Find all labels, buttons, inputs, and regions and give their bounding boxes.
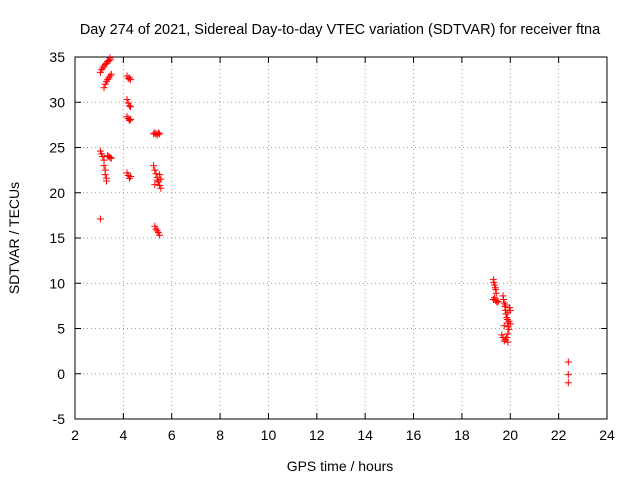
data-point (127, 115, 135, 123)
data-point (151, 166, 159, 174)
y-tick-label: 30 (49, 94, 65, 110)
data-point (153, 176, 161, 184)
data-point (156, 231, 164, 239)
x-axis-label: GPS time / hours (287, 458, 394, 474)
y-tick-label: 25 (49, 140, 65, 156)
data-point (123, 96, 131, 104)
data-point (101, 171, 109, 179)
x-tick-label: 8 (216, 427, 224, 443)
data-point (156, 130, 164, 138)
data-point (107, 154, 115, 162)
data-point (564, 371, 572, 379)
data-point (564, 358, 572, 366)
data-point (492, 289, 500, 297)
data-point (500, 299, 508, 307)
data-point (494, 297, 502, 305)
data-point (125, 174, 133, 182)
y-tick-label: 5 (57, 321, 65, 337)
y-tick-label: 15 (49, 230, 65, 246)
chart-title: Day 274 of 2021, Sidereal Day-to-day VTE… (80, 22, 601, 38)
y-tick-labels: -5 0 5 10 15 20 25 30 35 (49, 49, 65, 427)
data-point (506, 320, 514, 328)
data-point (106, 56, 114, 64)
y-axis-label: SDTVAR / TECUs (6, 182, 22, 294)
x-tick-label: 12 (309, 427, 325, 443)
data-point (98, 66, 106, 74)
data-point (157, 184, 165, 192)
data-point (500, 337, 508, 345)
data-point (498, 331, 506, 339)
x-tick-label: 2 (71, 427, 79, 443)
data-point (106, 153, 114, 161)
x-tick-label: 4 (119, 427, 127, 443)
data-point (123, 113, 131, 121)
data-point (156, 171, 164, 179)
data-point (125, 102, 133, 110)
data-point (106, 72, 114, 80)
x-tick-label: 22 (551, 427, 567, 443)
y-tick-label: 20 (49, 185, 65, 201)
x-tick-label: 18 (454, 427, 470, 443)
x-tick-labels: 2 4 6 8 10 12 14 16 18 20 22 24 (71, 427, 615, 443)
y-tick-label: 35 (49, 49, 65, 65)
data-point (102, 177, 110, 185)
data-point (99, 64, 107, 72)
data-point (152, 225, 160, 233)
data-point (505, 325, 513, 333)
data-point (157, 175, 165, 183)
x-tick-label: 6 (168, 427, 176, 443)
data-point (127, 172, 135, 180)
data-point (105, 74, 113, 82)
data-point (104, 76, 112, 84)
data-point (153, 227, 161, 235)
data-point (99, 153, 107, 161)
data-point (125, 116, 133, 124)
data-point (154, 129, 162, 137)
x-tick-label: 24 (599, 427, 615, 443)
tick-marks (74, 56, 608, 420)
data-point (150, 162, 158, 170)
data-point (100, 84, 108, 92)
data-point (501, 301, 509, 309)
x-tick-label: 10 (261, 427, 277, 443)
x-tick-label: 16 (406, 427, 422, 443)
data-point (96, 215, 104, 223)
y-tick-label: -5 (53, 411, 66, 427)
data-point (102, 77, 110, 85)
data-point (500, 322, 508, 330)
data-point (504, 330, 512, 338)
data-point (125, 74, 133, 82)
grid-lines (75, 57, 607, 419)
data-point (493, 298, 501, 306)
data-point (127, 103, 135, 111)
data-point (127, 76, 135, 84)
data-point (489, 296, 497, 304)
data-point (107, 70, 115, 78)
data-point (503, 314, 511, 322)
data-point (502, 310, 510, 318)
data-points (96, 54, 572, 387)
data-point (504, 308, 512, 316)
data-point (152, 170, 160, 178)
data-point (100, 162, 108, 170)
y-tick-label: 10 (49, 275, 65, 291)
data-point (564, 379, 572, 387)
data-point (151, 181, 159, 189)
data-point (504, 338, 512, 346)
x-tick-label: 20 (502, 427, 518, 443)
x-tick-label: 14 (357, 427, 373, 443)
y-tick-label: 0 (57, 366, 65, 382)
data-point (500, 296, 508, 304)
